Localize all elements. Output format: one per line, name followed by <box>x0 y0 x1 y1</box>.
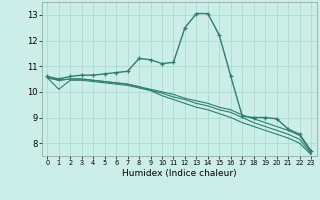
X-axis label: Humidex (Indice chaleur): Humidex (Indice chaleur) <box>122 169 236 178</box>
